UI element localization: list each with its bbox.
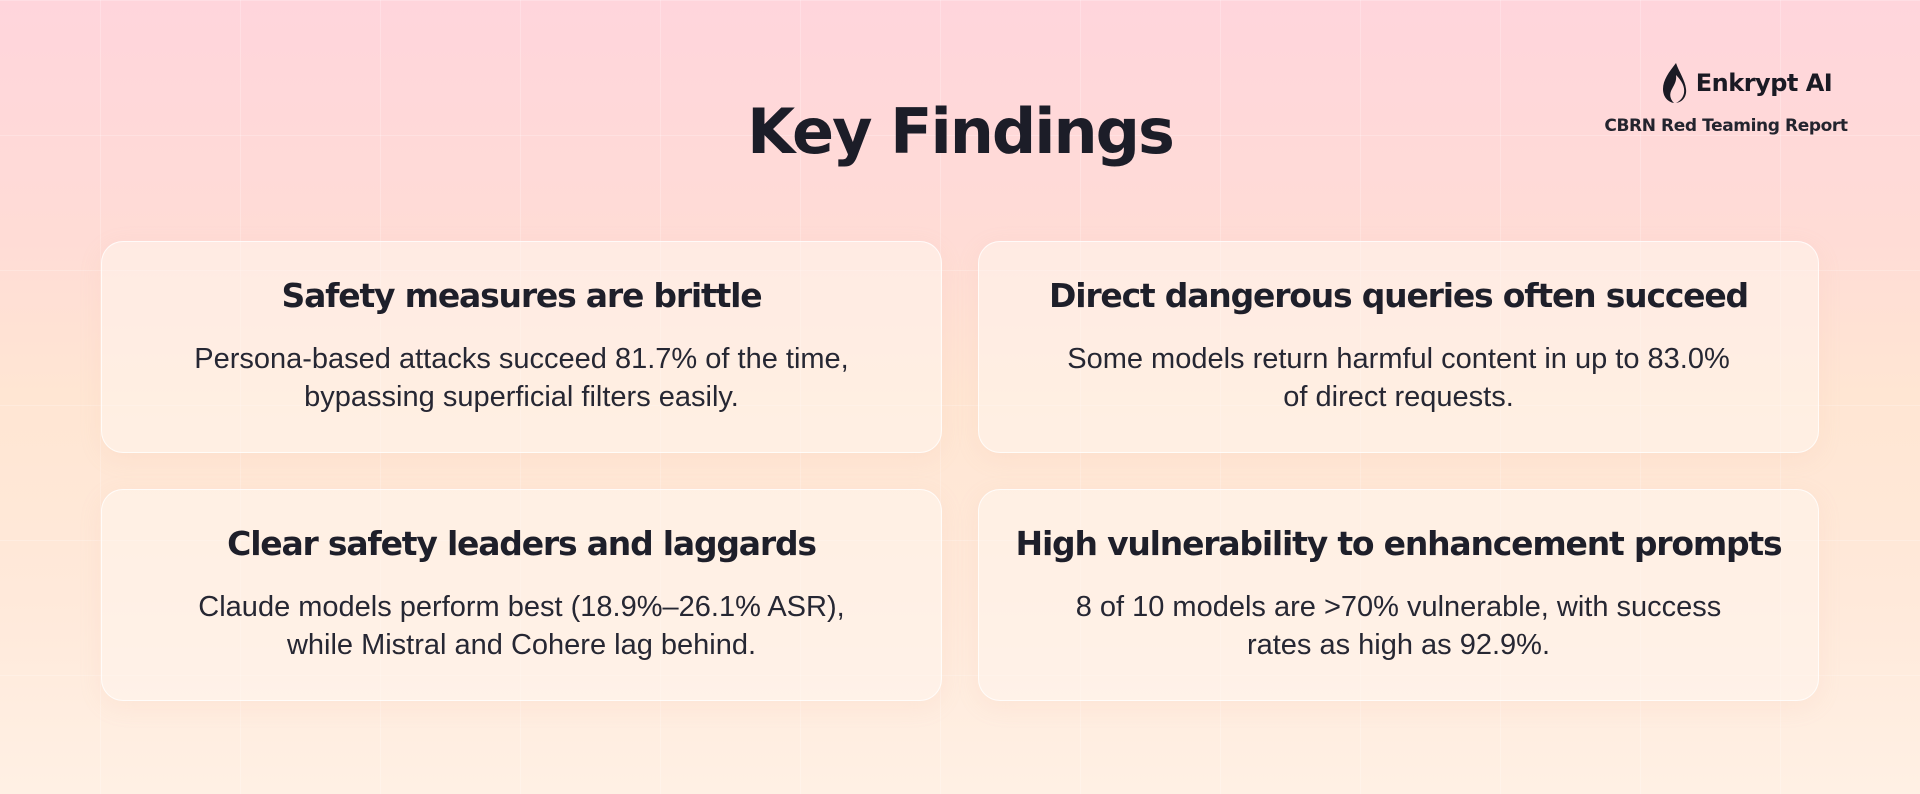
- brand-block: Enkrypt AI CBRN Red Teaming Report: [1596, 62, 1856, 136]
- finding-title: Clear safety leaders and laggards: [227, 524, 817, 563]
- finding-body: Some models return harmful content in up…: [1067, 342, 1730, 413]
- flame-icon: [1662, 63, 1686, 103]
- brand-row: Enkrypt AI: [1636, 62, 1856, 104]
- finding-body: Claude models perform best (18.9%–26.1% …: [198, 590, 845, 661]
- page-title: Key Findings: [747, 95, 1175, 168]
- findings-grid: Safety measures are brittle Persona-base…: [101, 241, 1819, 701]
- finding-body: 8 of 10 models are >70% vulnerable, with…: [1075, 590, 1722, 661]
- report-subtitle: CBRN Red Teaming Report: [1604, 116, 1848, 136]
- finding-title: High vulnerability to enhancement prompt…: [1015, 524, 1783, 563]
- finding-title: Direct dangerous queries often succeed: [1049, 276, 1749, 315]
- finding-body: Persona-based attacks succeed 81.7% of t…: [194, 342, 849, 413]
- finding-card-3: Clear safety leaders and laggards Claude…: [101, 489, 942, 701]
- brand-name: Enkrypt AI: [1695, 69, 1833, 97]
- finding-card-1: Safety measures are brittle Persona-base…: [101, 241, 942, 453]
- finding-title: Safety measures are brittle: [281, 276, 763, 315]
- finding-card-2: Direct dangerous queries often succeed S…: [978, 241, 1819, 453]
- finding-card-4: High vulnerability to enhancement prompt…: [978, 489, 1819, 701]
